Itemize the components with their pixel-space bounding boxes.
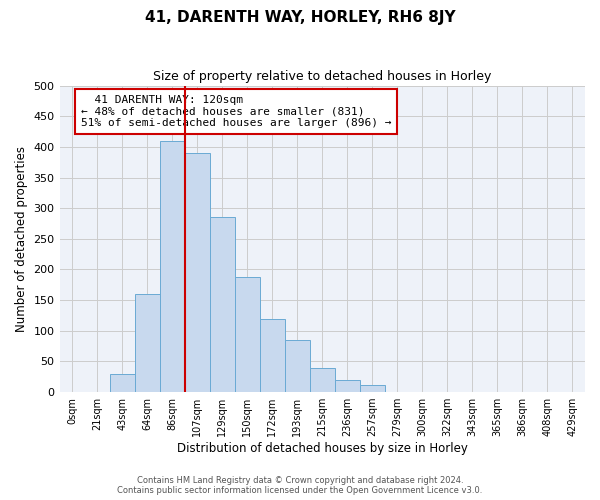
Bar: [285, 340, 310, 392]
Bar: [310, 368, 335, 392]
Text: 41, DARENTH WAY, HORLEY, RH6 8JY: 41, DARENTH WAY, HORLEY, RH6 8JY: [145, 10, 455, 25]
Bar: [185, 153, 209, 392]
Bar: [235, 277, 260, 392]
Text: Contains HM Land Registry data © Crown copyright and database right 2024.
Contai: Contains HM Land Registry data © Crown c…: [118, 476, 482, 495]
Y-axis label: Number of detached properties: Number of detached properties: [15, 146, 28, 332]
Title: Size of property relative to detached houses in Horley: Size of property relative to detached ho…: [153, 70, 491, 83]
Bar: [209, 218, 235, 392]
Bar: [335, 380, 360, 392]
Bar: [360, 386, 385, 392]
Bar: [134, 294, 160, 392]
X-axis label: Distribution of detached houses by size in Horley: Distribution of detached houses by size …: [177, 442, 468, 455]
Text: 41 DARENTH WAY: 120sqm
← 48% of detached houses are smaller (831)
51% of semi-de: 41 DARENTH WAY: 120sqm ← 48% of detached…: [80, 95, 391, 128]
Bar: [260, 318, 285, 392]
Bar: [110, 374, 134, 392]
Bar: [160, 140, 185, 392]
